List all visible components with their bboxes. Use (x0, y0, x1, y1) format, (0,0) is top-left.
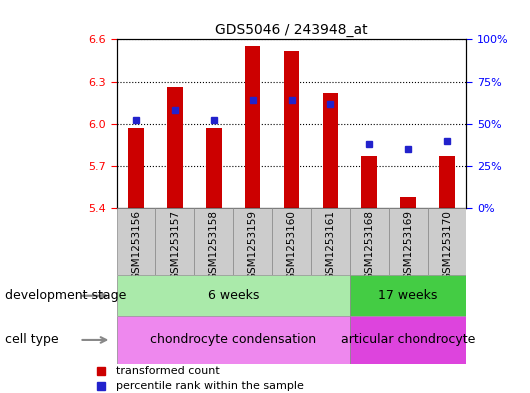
Text: cell type: cell type (5, 333, 59, 347)
Bar (439, 156, 455, 208)
Title: GDS5046 / 243948_at: GDS5046 / 243948_at (215, 23, 368, 37)
Text: GSM1253157: GSM1253157 (170, 210, 180, 280)
Text: percentile rank within the sample: percentile rank within the sample (117, 381, 304, 391)
Bar (323, 93, 338, 208)
Text: development stage: development stage (5, 289, 127, 302)
Bar (272, 208, 311, 275)
Bar (233, 208, 272, 275)
Text: transformed count: transformed count (117, 366, 220, 376)
Bar (400, 197, 416, 208)
Text: GSM1253169: GSM1253169 (403, 210, 413, 280)
Text: GSM1253159: GSM1253159 (248, 210, 258, 280)
Bar (284, 51, 299, 208)
Bar (350, 316, 466, 364)
Bar (117, 275, 350, 316)
Text: GSM1253156: GSM1253156 (131, 210, 141, 280)
Bar (361, 156, 377, 208)
Text: GSM1253168: GSM1253168 (364, 210, 374, 280)
Text: 6 weeks: 6 weeks (208, 289, 259, 302)
Bar (195, 208, 233, 275)
Bar (311, 208, 350, 275)
Bar (128, 128, 144, 208)
Text: GSM1253161: GSM1253161 (325, 210, 335, 280)
Bar (388, 208, 428, 275)
Bar (428, 208, 466, 275)
Bar (350, 275, 466, 316)
Text: chondrocyte condensation: chondrocyte condensation (150, 333, 316, 347)
Bar (155, 208, 195, 275)
Text: GSM1253160: GSM1253160 (287, 210, 296, 280)
Text: 17 weeks: 17 weeks (378, 289, 438, 302)
Text: GSM1253158: GSM1253158 (209, 210, 219, 280)
Bar (167, 87, 183, 208)
Bar (117, 316, 350, 364)
Bar (117, 208, 155, 275)
Text: GSM1253170: GSM1253170 (442, 210, 452, 280)
Bar (350, 208, 388, 275)
Bar (206, 128, 222, 208)
Text: articular chondrocyte: articular chondrocyte (341, 333, 475, 347)
Bar (245, 46, 260, 208)
